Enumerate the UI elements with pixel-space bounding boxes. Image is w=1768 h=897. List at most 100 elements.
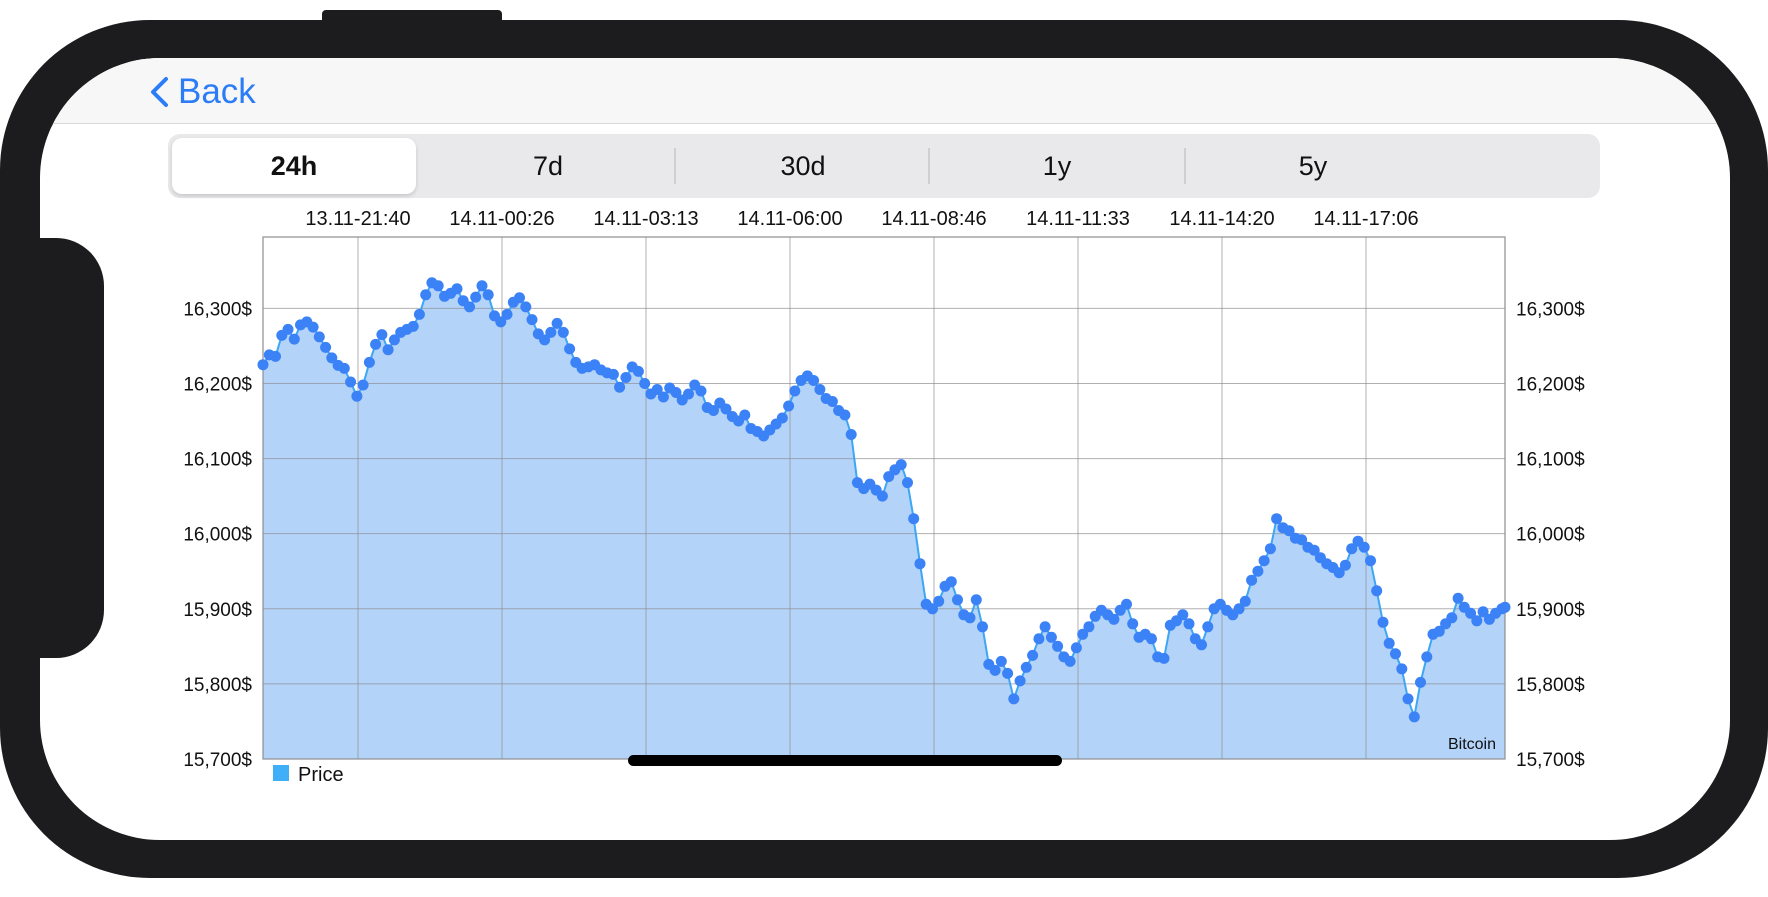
- price-point: [545, 326, 557, 338]
- price-point: [1308, 544, 1320, 556]
- price-point: [514, 292, 525, 304]
- price-point: [1202, 621, 1214, 633]
- price-point: [1339, 559, 1351, 571]
- x-tick-label: 14.11-14:20: [1169, 208, 1274, 230]
- price-point: [357, 379, 369, 391]
- home-indicator[interactable]: [628, 755, 1062, 766]
- price-point: [1002, 667, 1014, 679]
- price-point: [1077, 628, 1089, 640]
- y-tick-label-left: 15,900$: [183, 600, 252, 621]
- price-point: [557, 326, 569, 338]
- price-point: [876, 490, 888, 502]
- price-point: [720, 403, 732, 415]
- price-point: [564, 343, 576, 355]
- price-point: [1252, 565, 1264, 577]
- y-tick-label-right: 16,200$: [1516, 374, 1585, 395]
- price-point: [257, 359, 269, 371]
- price-point: [695, 385, 707, 397]
- price-point: [1020, 661, 1032, 673]
- price-point: [363, 356, 375, 368]
- x-tick-label: 14.11-06:00: [737, 208, 842, 230]
- price-point: [1408, 711, 1420, 723]
- price-point: [464, 301, 475, 313]
- price-point: [1465, 607, 1477, 619]
- segment-24h[interactable]: 24h: [172, 138, 416, 194]
- y-tick-label-left: 16,100$: [183, 450, 252, 471]
- price-point: [1233, 603, 1245, 615]
- price-point: [376, 329, 388, 341]
- y-tick-label-left: 16,200$: [183, 374, 252, 395]
- price-point: [977, 621, 988, 633]
- segment-1y[interactable]: 1y: [1042, 150, 1072, 181]
- y-tick-label-right: 15,800$: [1516, 675, 1585, 696]
- y-tick-label-right: 16,100$: [1516, 450, 1585, 471]
- price-point: [1258, 555, 1270, 567]
- price-point: [1146, 633, 1157, 645]
- price-point: [495, 316, 507, 328]
- chart-annotation: Bitcoin: [1448, 736, 1496, 753]
- price-point: [1365, 555, 1376, 567]
- back-button[interactable]: Back: [148, 72, 256, 112]
- y-tick-label-right: 16,000$: [1516, 525, 1585, 546]
- price-point: [1064, 655, 1076, 667]
- price-point: [1452, 592, 1464, 604]
- price-point: [1377, 616, 1389, 628]
- price-point: [382, 344, 394, 356]
- price-point: [964, 612, 976, 624]
- price-point: [1070, 642, 1082, 654]
- price-point: [614, 381, 626, 393]
- price-point: [1027, 649, 1039, 661]
- price-point: [1271, 513, 1283, 525]
- price-point: [1415, 676, 1426, 688]
- price-point: [1052, 640, 1064, 652]
- x-tick-label: 14.11-11:33: [1026, 208, 1130, 230]
- price-point: [1371, 585, 1383, 597]
- price-point: [1177, 609, 1189, 621]
- legend-label: Price: [298, 764, 344, 786]
- price-point: [482, 289, 494, 301]
- x-tick-label: 13.11-21:40: [305, 208, 410, 230]
- price-point: [970, 594, 982, 606]
- price-point: [1433, 625, 1445, 637]
- segment-5y[interactable]: 5y: [1298, 150, 1328, 181]
- x-tick-label: 14.11-17:06: [1313, 208, 1418, 230]
- price-point: [1183, 618, 1195, 630]
- price-point: [902, 477, 913, 489]
- y-tick-label-right: 16,300$: [1516, 299, 1585, 320]
- price-point: [1239, 595, 1251, 607]
- price-point: [370, 338, 382, 350]
- price-point: [388, 334, 400, 346]
- price-point: [908, 513, 920, 525]
- price-point: [927, 603, 938, 615]
- price-point: [413, 308, 425, 320]
- price-point: [1477, 606, 1489, 618]
- price-point: [708, 405, 719, 416]
- price-point: [1283, 525, 1295, 537]
- price-point: [670, 387, 682, 398]
- price-point: [789, 385, 801, 397]
- price-point: [1033, 633, 1045, 645]
- price-point: [288, 333, 300, 345]
- price-point: [1008, 693, 1020, 705]
- price-point: [1390, 648, 1401, 660]
- price-point: [1045, 631, 1057, 643]
- price-point: [1358, 541, 1370, 553]
- y-tick-label-left: 15,800$: [183, 675, 252, 696]
- back-label: Back: [178, 72, 256, 111]
- price-point: [1196, 639, 1207, 651]
- segment-7d[interactable]: 7d: [532, 150, 564, 181]
- price-point: [1121, 598, 1132, 610]
- price-point: [1296, 534, 1308, 546]
- price-point: [1383, 637, 1395, 649]
- price-point: [826, 396, 838, 407]
- price-point: [1264, 543, 1276, 555]
- price-point: [895, 459, 907, 471]
- price-point: [651, 384, 663, 395]
- price-point: [1402, 693, 1414, 705]
- price-point: [307, 321, 319, 333]
- price-point: [683, 388, 694, 400]
- time-range-segmented-control: 24h 7d 30d 1y 5y: [168, 134, 1600, 198]
- price-point: [639, 378, 651, 389]
- segment-30d[interactable]: 30d: [780, 150, 826, 181]
